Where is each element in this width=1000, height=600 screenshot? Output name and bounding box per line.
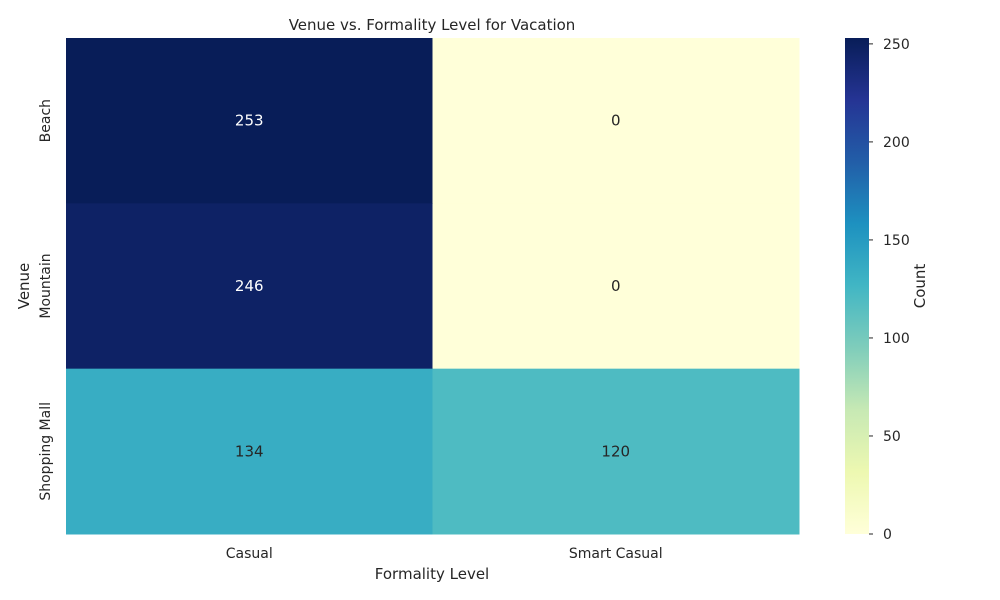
y-tick-labels: Beach Mountain Shopping Mall [38,99,54,501]
colorbar-tick-label: 0 [883,527,892,543]
y-tick-label: Mountain [38,253,54,318]
heatmap-cell [432,38,800,204]
colorbar-tick-label: 100 [883,331,910,347]
cell-value-label: 120 [601,442,630,460]
heatmap-cell [66,368,433,535]
chart-title: Venue vs. Formality Level for Vacation [289,16,576,34]
heatmap-cells [66,38,800,535]
heatmap-cell [66,38,433,204]
x-axis-label: Formality Level [375,565,489,583]
y-tick-label: Shopping Mall [38,402,54,501]
x-tick-label: Smart Casual [569,546,663,562]
cell-value-label: 134 [235,442,264,460]
x-tick-labels: Casual Smart Casual [226,546,663,562]
colorbar-label: Count [911,264,929,309]
heatmap-cell-labels: 253 0 246 0 134 120 [235,112,630,461]
colorbar [845,38,869,534]
x-tick-label: Casual [226,546,273,562]
cell-value-label: 246 [235,277,264,295]
heatmap-cell [432,368,800,535]
colorbar-tick-label: 250 [883,37,910,53]
heatmap-cell [432,203,800,370]
y-axis-label: Venue [15,263,33,310]
colorbar-tick-label: 200 [883,135,910,151]
heatmap-cell [66,203,433,370]
colorbar-ticks: 0 50 100 150 200 250 [869,37,910,543]
cell-value-label: 0 [611,112,621,130]
cell-value-label: 253 [235,112,264,130]
y-tick-label: Beach [38,99,54,142]
colorbar-tick-label: 150 [883,233,910,249]
cell-value-label: 0 [611,277,621,295]
colorbar-tick-label: 50 [883,429,901,445]
